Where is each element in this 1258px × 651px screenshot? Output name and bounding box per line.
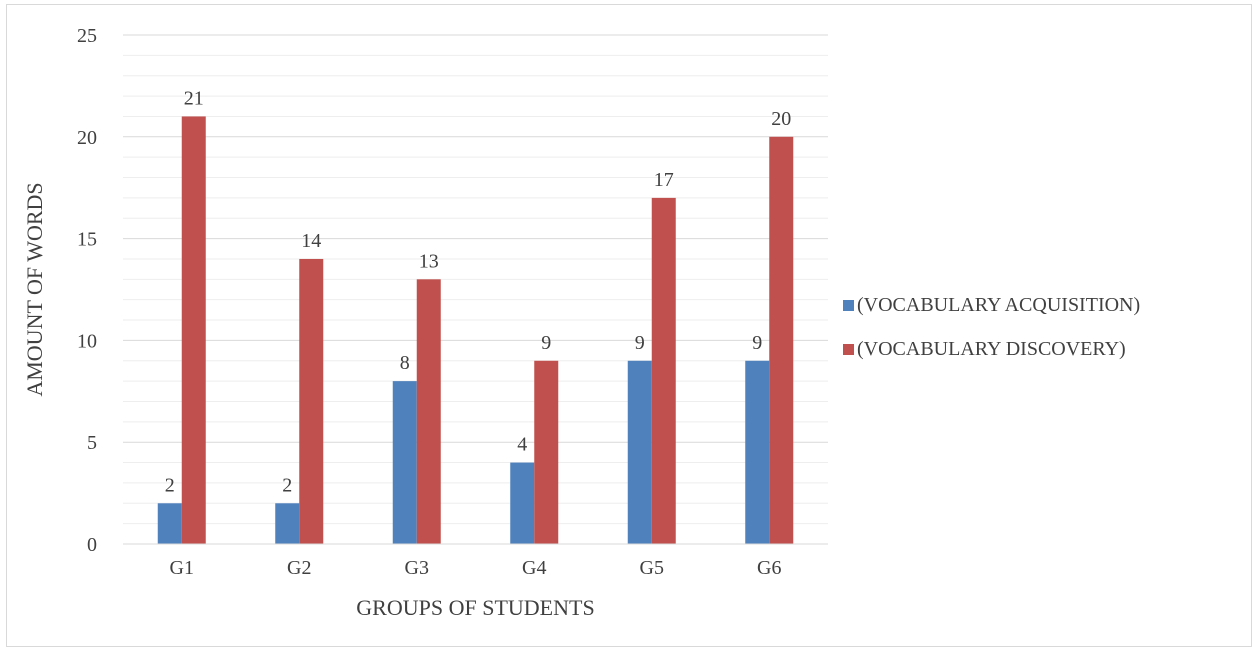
bar-g2-series-2 <box>299 258 324 544</box>
y-tick-label: 0 <box>87 534 97 556</box>
x-tick-label: G5 <box>640 557 664 579</box>
bar-g6-series-1 <box>745 360 770 544</box>
data-label-g4-series-1: 4 <box>517 434 527 456</box>
bar-g5-series-2 <box>651 197 676 544</box>
y-axis-ticks: 0 5 10 15 20 25 <box>77 25 97 556</box>
legend: (VOCABULARY ACQUISITION) (VOCABULARY DISC… <box>843 294 1140 360</box>
x-tick-label: G6 <box>757 557 781 579</box>
x-axis-title: GROUPS OF STUDENTS <box>356 595 594 620</box>
x-axis-ticks: G1 G2 G3 G4 G5 G6 <box>170 557 782 579</box>
bar-g3-series-1 <box>392 381 417 544</box>
bar-g4-series-1 <box>510 462 535 544</box>
y-tick-label: 20 <box>77 127 97 149</box>
data-label-g3-series-1: 8 <box>400 352 410 374</box>
x-tick-label: G1 <box>170 557 194 579</box>
data-label-g5-series-1: 9 <box>635 332 645 354</box>
bar-g1-series-2 <box>181 116 206 544</box>
data-labels: 2 21 2 14 8 13 4 9 9 17 9 20 <box>165 87 792 496</box>
bar-g1-series-1 <box>157 503 182 544</box>
bar-g4-series-2 <box>534 360 559 544</box>
data-label-g1-series-1: 2 <box>165 474 175 496</box>
bars <box>157 116 794 545</box>
data-label-g1-series-2: 21 <box>184 87 204 109</box>
data-label-g4-series-2: 9 <box>541 332 551 354</box>
bar-g5-series-1 <box>627 360 652 544</box>
bar-g2-series-1 <box>275 503 300 544</box>
legend-label-series-2: (VOCABULARY DISCOVERY) <box>857 338 1126 360</box>
x-tick-label: G4 <box>522 557 546 579</box>
data-label-g3-series-2: 13 <box>419 250 439 272</box>
y-axis-title: AMOUNT OF WORDS <box>22 182 47 396</box>
y-tick-label: 15 <box>77 229 97 251</box>
y-tick-label: 10 <box>77 330 97 352</box>
data-label-g5-series-2: 17 <box>654 169 674 191</box>
y-tick-label: 5 <box>87 432 97 454</box>
data-label-g6-series-1: 9 <box>752 332 762 354</box>
y-tick-label: 25 <box>77 25 97 47</box>
x-tick-label: G3 <box>405 557 429 579</box>
data-label-g2-series-2: 14 <box>301 230 321 252</box>
bar-g6-series-2 <box>769 136 794 545</box>
data-label-g2-series-1: 2 <box>282 474 292 496</box>
bar-g3-series-2 <box>416 279 441 544</box>
x-tick-label: G2 <box>287 557 311 579</box>
gridlines <box>123 34 828 525</box>
legend-swatch-series-2 <box>843 344 854 355</box>
legend-label-series-1: (VOCABULARY ACQUISITION) <box>857 294 1140 316</box>
legend-swatch-series-1 <box>843 300 854 311</box>
data-label-g6-series-2: 20 <box>771 108 791 130</box>
